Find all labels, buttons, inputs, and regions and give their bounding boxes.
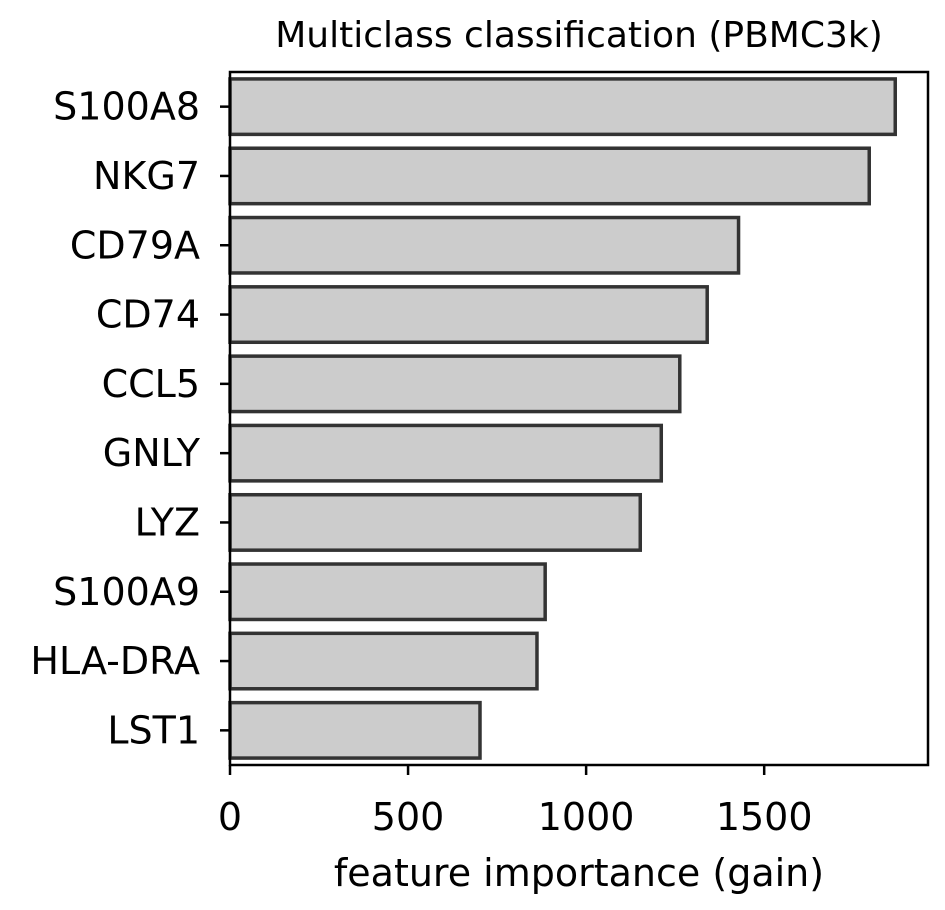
bar-hla-dra bbox=[228, 631, 539, 691]
y-tick-label: HLA-DRA bbox=[30, 639, 200, 683]
plot-frame bbox=[228, 70, 930, 767]
bar-lst1 bbox=[228, 700, 482, 760]
y-tick-label: NKG7 bbox=[93, 154, 200, 198]
x-tick-label: 500 bbox=[372, 795, 445, 839]
bar-cd74 bbox=[228, 285, 709, 345]
bar-nkg7 bbox=[228, 146, 871, 206]
x-tick-label: 0 bbox=[218, 795, 242, 839]
bar-lyz bbox=[228, 492, 643, 552]
bars-group bbox=[228, 77, 897, 760]
bar-cd79a bbox=[228, 215, 741, 275]
y-tick-label: LST1 bbox=[107, 708, 200, 752]
x-tick-label: 1000 bbox=[538, 795, 635, 839]
y-tick-label: GNLY bbox=[103, 431, 201, 475]
y-tick-label: S100A8 bbox=[53, 85, 200, 129]
y-tick-label: LYZ bbox=[135, 500, 200, 544]
x-axis: 0 500 1000 1500 bbox=[218, 765, 813, 839]
y-tick-label: S100A9 bbox=[53, 570, 200, 614]
y-tick-label: CD74 bbox=[96, 293, 200, 337]
bar-gnly bbox=[228, 423, 664, 483]
y-axis: S100A8 NKG7 CD79A CD74 CCL5 GNLY LYZ S100A9 HLA-… bbox=[30, 85, 230, 752]
y-tick-label: CD79A bbox=[70, 223, 200, 267]
bar-ccl5 bbox=[228, 354, 682, 414]
chart-title: Multiclass classification (PBMC3k) bbox=[275, 15, 883, 56]
bar-s100a9 bbox=[228, 562, 547, 622]
bar-s100a8 bbox=[228, 77, 897, 137]
x-axis-label: feature importance (gain) bbox=[334, 851, 824, 895]
x-tick-label: 1500 bbox=[716, 795, 813, 839]
y-tick-label: CCL5 bbox=[102, 362, 200, 406]
